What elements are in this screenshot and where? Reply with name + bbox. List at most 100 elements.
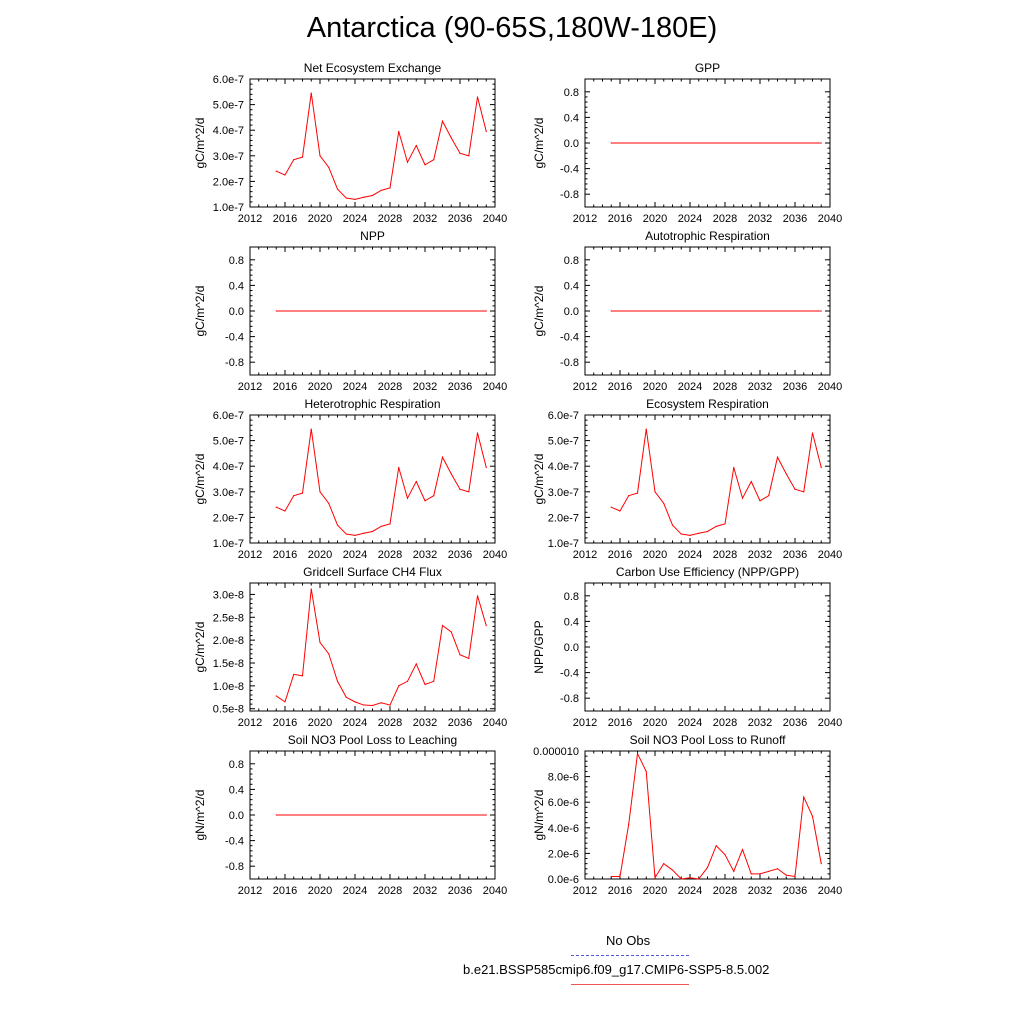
x-tick-label: 2040 <box>818 717 842 729</box>
y-tick-label: 1.5e-8 <box>213 658 244 670</box>
data-point <box>768 870 770 872</box>
data-point <box>750 873 752 875</box>
data-point <box>389 187 391 189</box>
data-point <box>284 701 286 703</box>
x-tick-label: 2012 <box>573 381 597 393</box>
chart-panel: Soil NO3 Pool Loss to Leaching 2012 2016 20… <box>193 733 507 897</box>
x-tick-label: 2024 <box>678 213 702 225</box>
x-tick-label: 2040 <box>818 549 842 561</box>
data-point <box>293 159 295 161</box>
chart-panel: Ecosystem Respiration 2012 2016 2020 2024 202… <box>532 397 842 561</box>
data-point <box>424 164 426 166</box>
data-point <box>715 845 717 847</box>
y-axis-label: NPP/GPP <box>532 620 546 673</box>
panel-title: Net Ecosystem Exchange <box>304 61 442 75</box>
data-point <box>610 506 612 508</box>
data-point <box>310 428 312 430</box>
x-tick-label: 2036 <box>448 549 472 561</box>
x-tick-label: 2040 <box>483 717 507 729</box>
data-point <box>663 502 665 504</box>
x-tick-label: 2028 <box>713 717 737 729</box>
y-tick-label: 0.8 <box>229 759 244 771</box>
data-point <box>785 874 787 876</box>
plot-frame <box>584 582 831 712</box>
y-tick-label: 2.0e-7 <box>213 512 244 524</box>
data-point <box>406 161 409 163</box>
y-tick-label: 0.8 <box>564 87 579 99</box>
page-title: Antarctica (90-65S,180W-180E) <box>306 12 718 44</box>
y-axis-label: gC/m^2/d <box>532 454 546 505</box>
y-tick-label: -0.4 <box>560 332 579 344</box>
y-axis-label: gC/m^2/d <box>193 454 207 505</box>
data-point <box>371 530 374 533</box>
x-tick-label: 2016 <box>608 717 632 729</box>
chart-panel: NPP 2012 2016 2020 2024 2028 2032 2036 2040 -0.8 -… <box>193 229 507 393</box>
data-point <box>310 588 312 590</box>
data-point <box>759 873 761 875</box>
y-tick-label: 0.8 <box>564 591 579 603</box>
chart-panel: Autotrophic Respiration 2012 2016 2020 2024 2… <box>532 229 842 393</box>
y-tick-label: 0.5e-8 <box>213 704 244 716</box>
panel-title: Soil NO3 Pool Loss to Leaching <box>288 733 457 747</box>
y-tick-label: 0.0 <box>229 306 244 318</box>
x-tick-label: 2012 <box>573 717 597 729</box>
chart-panel: Gridcell Surface CH4 Flux 2012 2016 2020 202… <box>193 565 507 729</box>
series-line <box>611 751 822 880</box>
data-point <box>724 523 726 525</box>
x-tick-label: 2036 <box>783 717 807 729</box>
panel-title: Soil NO3 Pool Loss to Runoff <box>630 733 787 747</box>
x-tick-label: 2040 <box>483 885 507 897</box>
data-point <box>371 704 374 707</box>
data-point <box>468 491 470 493</box>
y-tick-label: -0.8 <box>225 861 244 873</box>
x-tick-label: 2028 <box>378 549 402 561</box>
y-axis-label: gC/m^2/d <box>193 118 207 169</box>
data-point <box>424 500 426 502</box>
data-point <box>336 524 339 526</box>
data-point <box>811 432 814 434</box>
data-point <box>715 525 717 527</box>
data-point <box>284 174 286 176</box>
x-tick-label: 2028 <box>713 381 737 393</box>
data-point <box>785 473 787 475</box>
plot-frame <box>249 78 496 208</box>
x-tick-label: 2028 <box>378 381 402 393</box>
data-point <box>319 155 321 157</box>
x-tick-label: 2012 <box>573 885 597 897</box>
data-point <box>485 466 487 469</box>
data-point <box>380 189 382 191</box>
y-tick-label: 3.0e-7 <box>213 487 244 499</box>
y-axis-label: gC/m^2/d <box>532 286 546 337</box>
data-point <box>450 137 452 139</box>
series-line <box>276 93 487 200</box>
data-point <box>450 631 452 633</box>
data-point <box>415 480 417 483</box>
x-tick-label: 2016 <box>273 717 297 729</box>
data-point <box>724 854 726 856</box>
data-point <box>459 654 461 656</box>
y-tick-label: 1.0e-8 <box>213 681 244 693</box>
y-tick-label: 0.000010 <box>533 746 579 758</box>
panel-title: Heterotrophic Respiration <box>304 397 440 411</box>
data-point <box>301 492 304 494</box>
x-tick-label: 2028 <box>713 213 737 225</box>
y-tick-label: 2.5e-8 <box>213 612 244 624</box>
x-tick-label: 2020 <box>308 717 332 729</box>
plot-frame <box>249 414 496 544</box>
data-point <box>663 863 665 865</box>
y-tick-label: 0.8 <box>564 255 579 267</box>
plot-frame <box>584 414 831 544</box>
data-point <box>689 534 691 536</box>
data-point <box>433 495 435 497</box>
chart-panel: Heterotrophic Respiration 2012 2016 2020 202… <box>193 397 507 561</box>
y-tick-label: 6.0e-7 <box>548 410 579 422</box>
data-point <box>363 704 365 706</box>
x-tick-label: 2036 <box>448 213 472 225</box>
y-tick-label: 4.0e-7 <box>213 125 244 137</box>
x-tick-label: 2020 <box>643 717 667 729</box>
y-tick-label: 0.8 <box>229 255 244 267</box>
data-point <box>628 495 630 497</box>
data-point <box>275 814 277 816</box>
x-tick-label: 2012 <box>238 549 262 561</box>
